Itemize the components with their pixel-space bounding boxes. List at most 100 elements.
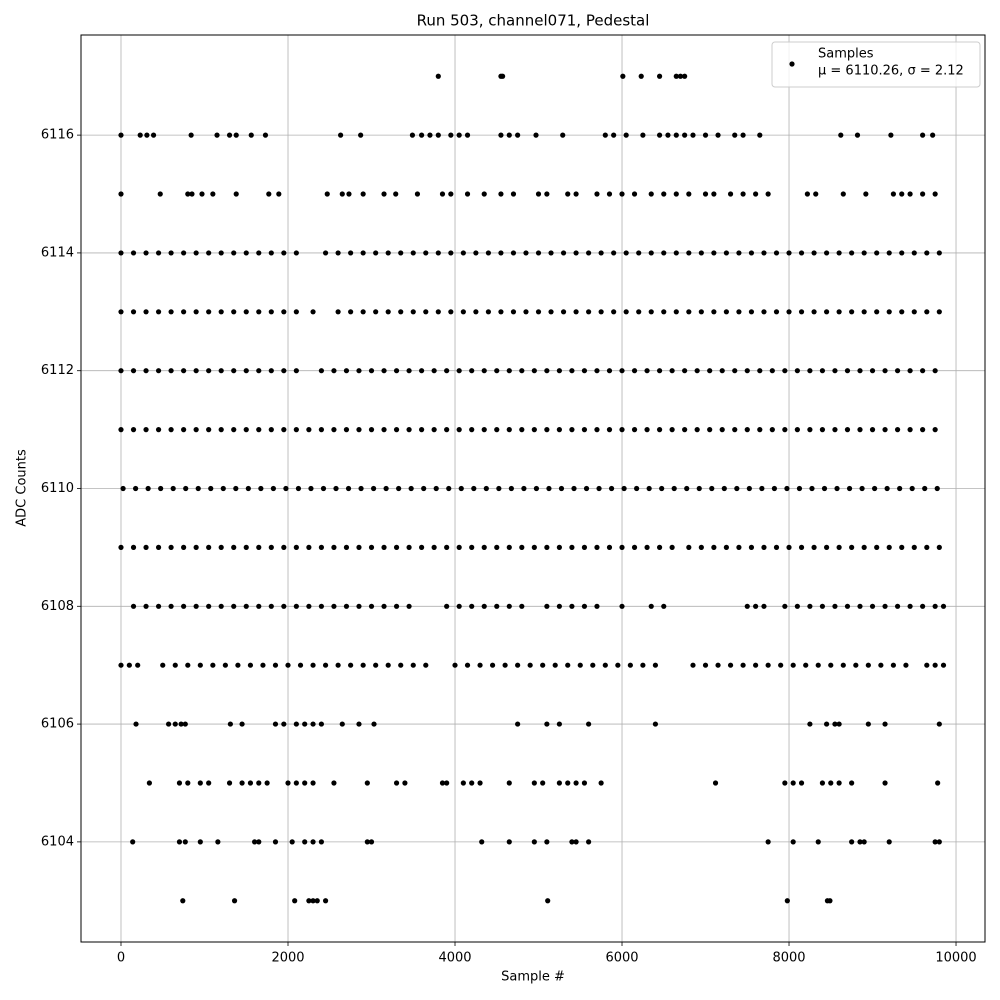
- sample-point: [293, 368, 299, 374]
- sample-point: [368, 427, 375, 433]
- sample-point: [932, 427, 938, 433]
- sample-point: [863, 191, 869, 197]
- sample-point: [460, 780, 466, 786]
- sample-point: [786, 250, 792, 256]
- sample-point: [884, 485, 890, 492]
- sample-point: [289, 839, 295, 845]
- sample-point: [206, 368, 212, 374]
- sample-point: [598, 250, 604, 256]
- sample-point: [631, 368, 638, 374]
- sample-point: [765, 662, 771, 668]
- sample-point: [707, 427, 713, 433]
- sample-point: [573, 839, 579, 845]
- sample-point: [408, 485, 414, 492]
- sample-point: [586, 721, 592, 727]
- sample-point: [644, 544, 650, 550]
- sample-point: [861, 309, 867, 315]
- sample-point: [523, 309, 529, 315]
- sample-point: [571, 485, 577, 492]
- sample-point: [435, 250, 441, 256]
- sample-point: [197, 662, 203, 668]
- sample-point: [231, 603, 237, 609]
- sample-point: [790, 839, 796, 845]
- sample-point: [834, 485, 840, 492]
- sample-point: [283, 485, 289, 492]
- sample-point: [118, 191, 124, 197]
- sample-point: [694, 368, 700, 374]
- sample-point: [531, 839, 537, 845]
- sample-point: [281, 368, 287, 374]
- sample-point: [869, 427, 876, 433]
- sample-point: [506, 839, 512, 845]
- sample-point: [682, 427, 688, 433]
- sample-point: [473, 309, 479, 315]
- sample-point: [521, 485, 527, 492]
- sample-point: [393, 191, 399, 197]
- sample-point: [702, 191, 709, 197]
- sample-point: [464, 191, 471, 197]
- sample-point: [784, 898, 790, 904]
- sample-point: [846, 485, 853, 492]
- sample-point: [181, 309, 187, 315]
- sample-point: [145, 485, 151, 492]
- sample-point: [669, 368, 675, 374]
- sample-point: [790, 662, 796, 668]
- sample-point: [168, 250, 174, 256]
- sample-point: [335, 662, 341, 668]
- sample-point: [485, 309, 492, 315]
- sample-point: [736, 544, 742, 550]
- sample-point: [335, 309, 341, 315]
- sample-point: [172, 662, 178, 668]
- sample-point: [410, 309, 416, 315]
- sample-point: [694, 427, 700, 433]
- sample-point: [784, 485, 790, 492]
- sample-point: [773, 544, 780, 550]
- sample-point: [531, 544, 537, 550]
- sample-point: [143, 603, 149, 609]
- sample-point: [702, 662, 709, 668]
- sample-point: [448, 250, 454, 256]
- sample-point: [577, 662, 583, 668]
- sample-point: [469, 427, 475, 433]
- sample-point: [832, 603, 838, 609]
- sample-point: [811, 309, 817, 315]
- sample-point: [782, 427, 788, 433]
- sample-point: [631, 544, 638, 550]
- sample-point: [281, 544, 287, 550]
- sample-point: [531, 368, 537, 374]
- sample-point: [293, 780, 299, 786]
- sample-point: [690, 132, 696, 138]
- sample-point: [356, 544, 362, 550]
- sample-point: [544, 427, 550, 433]
- sample-point: [840, 662, 846, 668]
- sample-point: [823, 721, 830, 727]
- sample-point: [897, 485, 903, 492]
- sample-point: [306, 427, 312, 433]
- sample-point: [243, 309, 249, 315]
- sample-point: [385, 309, 391, 315]
- sample-point: [732, 132, 738, 138]
- sample-point: [815, 662, 821, 668]
- y-tick-label: 6106: [41, 717, 74, 732]
- sample-point: [535, 250, 542, 256]
- sample-point: [252, 839, 258, 845]
- sample-point: [815, 839, 821, 845]
- sample-point: [631, 427, 638, 433]
- x-tick-label: 8000: [772, 951, 805, 966]
- sample-point: [936, 839, 942, 845]
- sample-point: [636, 309, 642, 315]
- sample-point: [565, 191, 571, 197]
- sample-point: [857, 368, 863, 374]
- sample-point: [335, 250, 341, 256]
- sample-point: [519, 427, 525, 433]
- sample-point: [734, 485, 740, 492]
- sample-point: [790, 780, 796, 786]
- sample-point: [423, 309, 429, 315]
- sample-point: [348, 309, 354, 315]
- sample-point: [849, 309, 855, 315]
- sample-point: [573, 250, 579, 256]
- sample-point: [406, 544, 412, 550]
- sample-point: [556, 780, 562, 786]
- sample-point: [444, 544, 450, 550]
